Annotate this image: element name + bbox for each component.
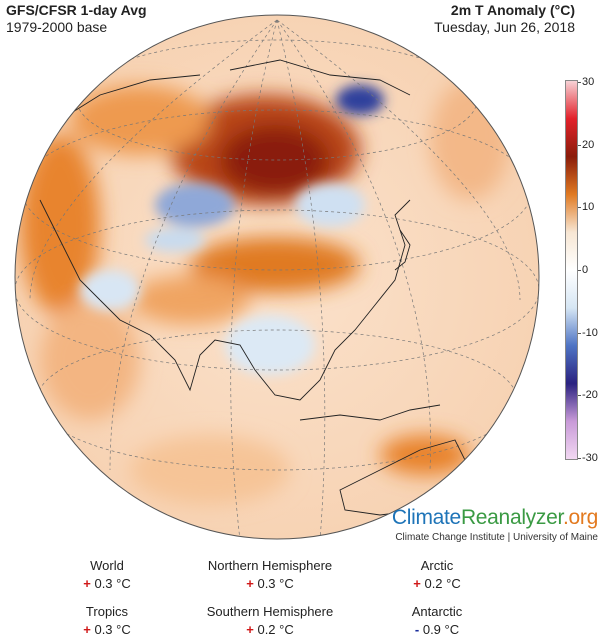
stat-value-nh: + 0.3 °C <box>180 576 360 591</box>
stat-sign: + <box>83 576 91 591</box>
stat-sign: - <box>414 622 420 637</box>
brand-part-2: Reanalyzer <box>460 506 563 529</box>
stat-value-tropics: + 0.3 °C <box>17 622 197 637</box>
date-label: Tuesday, Jun 26, 2018 <box>434 19 575 35</box>
stat-label-arctic: Arctic <box>420 558 454 573</box>
colorbar-tick-label: -20 <box>582 389 598 402</box>
colorbar-tick-label: -10 <box>582 326 598 339</box>
stat-number: 0.3 °C <box>257 576 294 591</box>
colorbar-tick-mark <box>578 332 581 334</box>
stat-number: 0.3 °C <box>94 576 131 591</box>
stat-number: 0.2 °C <box>257 622 294 637</box>
colorbar-tick-mark <box>578 144 581 146</box>
stat-number: 0.9 °C <box>422 622 460 637</box>
stat-sign: + <box>246 622 254 637</box>
globe-surface <box>15 15 539 539</box>
stat-sign: + <box>413 576 421 591</box>
colorbar-tick-label: -30 <box>582 452 598 464</box>
stat-sign: + <box>246 576 254 591</box>
colorbar-tick-label: 20 <box>582 138 595 151</box>
stat-number: 0.3 °C <box>94 622 131 637</box>
coastlines <box>39 59 471 516</box>
colorbar <box>565 80 578 460</box>
baseline-period: 1979-2000 base <box>6 19 108 35</box>
colorbar-tick-mark <box>578 207 581 209</box>
colorbar-tick-label: 0 <box>582 264 589 276</box>
brand-subtitle: Climate Change Institute | University of… <box>395 532 598 543</box>
stat-label-tropics: Tropics <box>85 604 129 619</box>
variable-title: 2m T Anomaly (°C) <box>450 2 575 18</box>
stat-value-world: + 0.3 °C <box>17 576 197 591</box>
stat-label-antarctic: Antarctic <box>411 604 463 619</box>
stat-value-arctic: + 0.2 °C <box>347 576 527 591</box>
colorbar-tick-label: 30 <box>582 76 595 88</box>
brand-part-3: .org <box>563 506 598 529</box>
stat-value-antarctic: - 0.9 °C <box>347 622 527 637</box>
warm-anomaly-field <box>20 80 510 505</box>
stat-sign: + <box>83 622 91 637</box>
colorbar-tick-mark <box>578 395 581 397</box>
globe-outline <box>14 14 540 540</box>
brand-part-1: Climate <box>391 506 461 529</box>
climate-reanalyzer-logo[interactable]: ClimateReanalyzer.org <box>392 506 598 530</box>
colorbar-tick-label: 10 <box>582 201 595 214</box>
map-title: GFS/CFSR 1-day Avg <box>6 2 147 18</box>
stat-number: 0.2 °C <box>424 576 461 591</box>
stat-value-sh: + 0.2 °C <box>180 622 360 637</box>
stat-label-nh: Northern Hemisphere <box>207 558 333 573</box>
stat-label-sh: Southern Hemisphere <box>206 604 334 619</box>
colorbar-tick-mark <box>578 458 581 459</box>
colorbar-tick-mark <box>578 270 581 271</box>
colorbar-tick-mark <box>578 82 581 83</box>
stat-label-world: World <box>90 558 124 573</box>
